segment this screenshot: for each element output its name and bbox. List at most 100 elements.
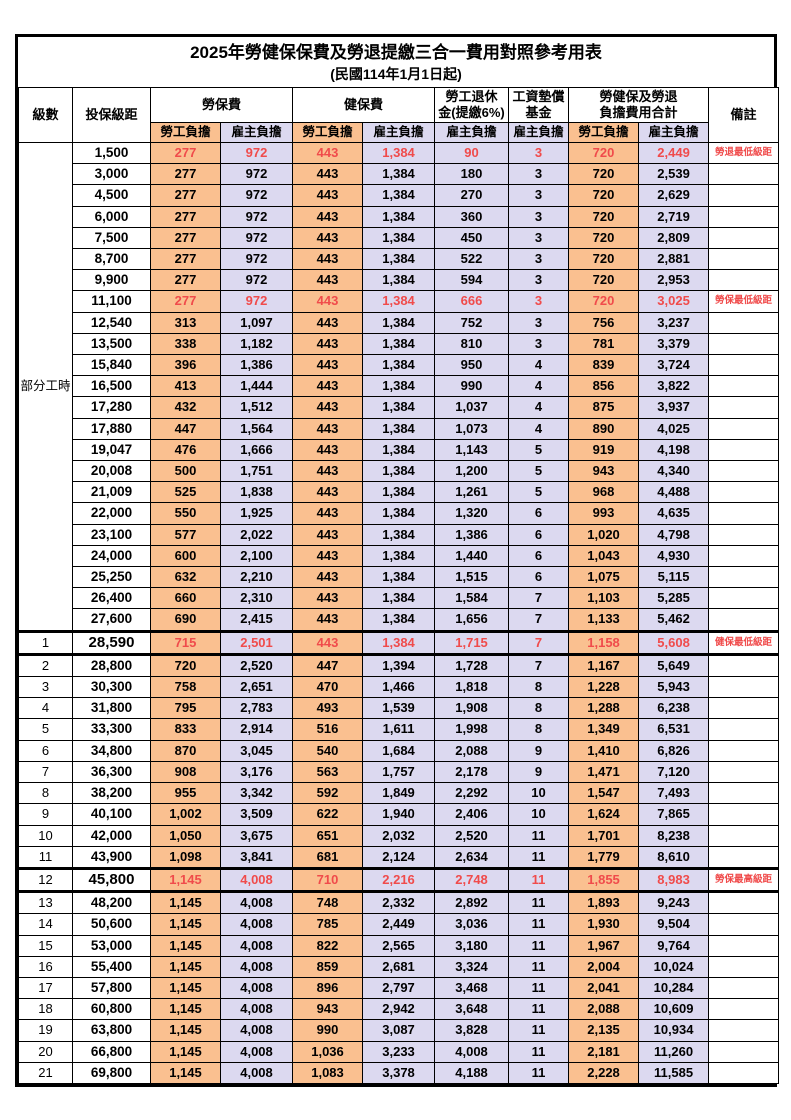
cell-wage-fund: 11 xyxy=(508,955,570,978)
cell-labor-employee: 1,145 xyxy=(150,998,221,1021)
cell-bracket: 16,500 xyxy=(72,375,151,398)
table-row: 12,540 313 1,097 443 1,384 752 3 756 3,237 xyxy=(19,311,780,334)
cell-pension: 1,073 xyxy=(434,417,510,440)
cell-labor-employee: 338 xyxy=(150,332,221,356)
cell-health-employer: 1,539 xyxy=(362,697,436,720)
header-total: 勞健保及勞退 負擔費用合計 xyxy=(568,87,710,123)
cell-health-employee: 785 xyxy=(292,913,364,936)
cell-level: 17 xyxy=(18,976,73,1000)
cell-labor-employee: 1,145 xyxy=(150,913,221,936)
cell-total-employer: 8,610 xyxy=(638,845,710,869)
cell-labor-employee: 413 xyxy=(150,375,221,398)
cell-wage-fund: 10 xyxy=(508,782,570,805)
cell-remark xyxy=(708,676,780,699)
cell-wage-fund: 5 xyxy=(508,438,570,462)
header-labor-insurance: 勞保費 xyxy=(149,87,294,123)
cell-pension: 1,200 xyxy=(434,460,510,483)
cell-wage-fund: 3 xyxy=(508,248,570,271)
cell-pension: 3,324 xyxy=(434,955,510,978)
cell-wage-fund: 3 xyxy=(508,290,570,313)
cell-labor-employer: 1,666 xyxy=(219,438,294,462)
cell-labor-employee: 1,145 xyxy=(150,976,221,1000)
cell-health-employer: 1,384 xyxy=(362,417,436,440)
cell-labor-employee: 955 xyxy=(150,782,221,805)
cell-health-employee: 470 xyxy=(292,676,364,699)
cell-health-employer: 2,565 xyxy=(362,934,436,957)
cell-remark: 勞保最低級距 xyxy=(708,290,780,313)
cell-labor-employer: 972 xyxy=(219,163,294,186)
table-row: 16 55,400 1,145 4,008 859 2,681 3,324 11 2,004 10… xyxy=(18,955,780,978)
cell-bracket: 40,100 xyxy=(72,803,151,826)
cell-health-employee: 443 xyxy=(292,544,364,568)
cell-remark xyxy=(708,375,780,398)
effective-date: (民國114年1月1日起) xyxy=(330,66,462,82)
cell-remark xyxy=(708,998,780,1021)
cell-remark xyxy=(708,803,780,826)
table-row: 20,008 500 1,751 443 1,384 1,200 5 943 4,340 xyxy=(19,460,780,483)
cell-health-employer: 1,384 xyxy=(362,566,436,589)
cell-bracket: 21,009 xyxy=(72,481,151,504)
cell-labor-employee: 600 xyxy=(150,544,221,568)
cell-pension: 2,634 xyxy=(434,845,510,869)
cell-total-employer: 6,238 xyxy=(638,697,710,720)
cell-total-employee: 1,103 xyxy=(568,587,640,610)
cell-labor-employer: 4,008 xyxy=(219,866,294,894)
cell-total-employer: 2,809 xyxy=(638,226,710,250)
table-row: 部分工時 1,500 277 972 443 1,384 90 3 720 2,449 勞退最低級距 xyxy=(18,141,780,632)
cell-wage-fund: 11 xyxy=(508,1019,570,1042)
table-row: 4,500 277 972 443 1,384 270 3 720 2,629 xyxy=(19,184,780,207)
cell-total-employee: 919 xyxy=(568,438,640,462)
cell-labor-employer: 4,008 xyxy=(219,1019,294,1042)
cell-health-employer: 2,216 xyxy=(362,866,436,894)
cell-labor-employer: 4,008 xyxy=(219,976,294,1000)
subheader-total-employee: 勞工負擔 xyxy=(568,122,640,143)
table-row: 17,280 432 1,512 443 1,384 1,037 4 875 3,937 xyxy=(19,396,780,419)
cell-health-employee: 443 xyxy=(292,460,364,483)
table-row: 8 38,200 955 3,342 592 1,849 2,292 10 1,547 7,493 xyxy=(18,782,780,805)
cell-wage-fund: 10 xyxy=(508,803,570,826)
cell-bracket: 26,400 xyxy=(72,587,151,610)
cell-total-employee: 2,041 xyxy=(568,976,640,1000)
table-row: 19 63,800 1,145 4,008 990 3,087 3,828 11 2,135 10… xyxy=(18,1019,780,1042)
cell-wage-fund: 8 xyxy=(508,676,570,699)
cell-labor-employer: 1,564 xyxy=(219,417,294,440)
cell-level: 11 xyxy=(18,845,73,869)
cell-bracket: 34,800 xyxy=(72,739,151,762)
cell-wage-fund: 3 xyxy=(508,141,570,165)
cell-pension: 666 xyxy=(434,290,510,313)
cell-remark xyxy=(708,417,780,440)
cell-labor-employee: 1,145 xyxy=(150,1061,221,1084)
cell-total-employer: 2,539 xyxy=(638,163,710,186)
cell-labor-employer: 4,008 xyxy=(219,1040,294,1063)
cell-level: 14 xyxy=(18,913,73,936)
cell-total-employee: 968 xyxy=(568,481,640,504)
cell-health-employee: 443 xyxy=(292,205,364,228)
cell-total-employer: 9,243 xyxy=(638,891,710,915)
cell-labor-employee: 795 xyxy=(150,697,221,720)
cell-total-employee: 1,624 xyxy=(568,803,640,826)
cell-wage-fund: 5 xyxy=(508,481,570,504)
cell-labor-employee: 277 xyxy=(150,226,221,250)
cell-pension: 2,178 xyxy=(434,760,510,784)
cell-wage-fund: 11 xyxy=(508,891,570,915)
cell-labor-employer: 3,045 xyxy=(219,739,294,762)
subheader-total-employer: 雇主負擔 xyxy=(638,122,710,143)
cell-remark xyxy=(708,184,780,207)
cell-total-employee: 1,967 xyxy=(568,934,640,957)
cell-total-employee: 756 xyxy=(568,311,640,334)
cell-wage-fund: 11 xyxy=(508,913,570,936)
cell-wage-fund: 11 xyxy=(508,1061,570,1084)
cell-labor-employer: 972 xyxy=(219,290,294,313)
cell-total-employee: 1,930 xyxy=(568,913,640,936)
header-pension: 勞工退休 金(提繳6%) xyxy=(434,87,510,123)
cell-level: 21 xyxy=(18,1061,73,1084)
cell-wage-fund: 5 xyxy=(508,460,570,483)
cell-bracket: 28,590 xyxy=(72,629,151,656)
header-wage-fund: 工資墊償 基金 xyxy=(508,87,570,123)
cell-pension: 1,320 xyxy=(434,502,510,525)
cell-total-employee: 720 xyxy=(568,269,640,292)
cell-health-employee: 443 xyxy=(292,354,364,377)
cell-total-employer: 3,822 xyxy=(638,375,710,398)
cell-total-employee: 720 xyxy=(568,163,640,186)
table-row: 25,250 632 2,210 443 1,384 1,515 6 1,075 5,115 xyxy=(19,566,780,589)
